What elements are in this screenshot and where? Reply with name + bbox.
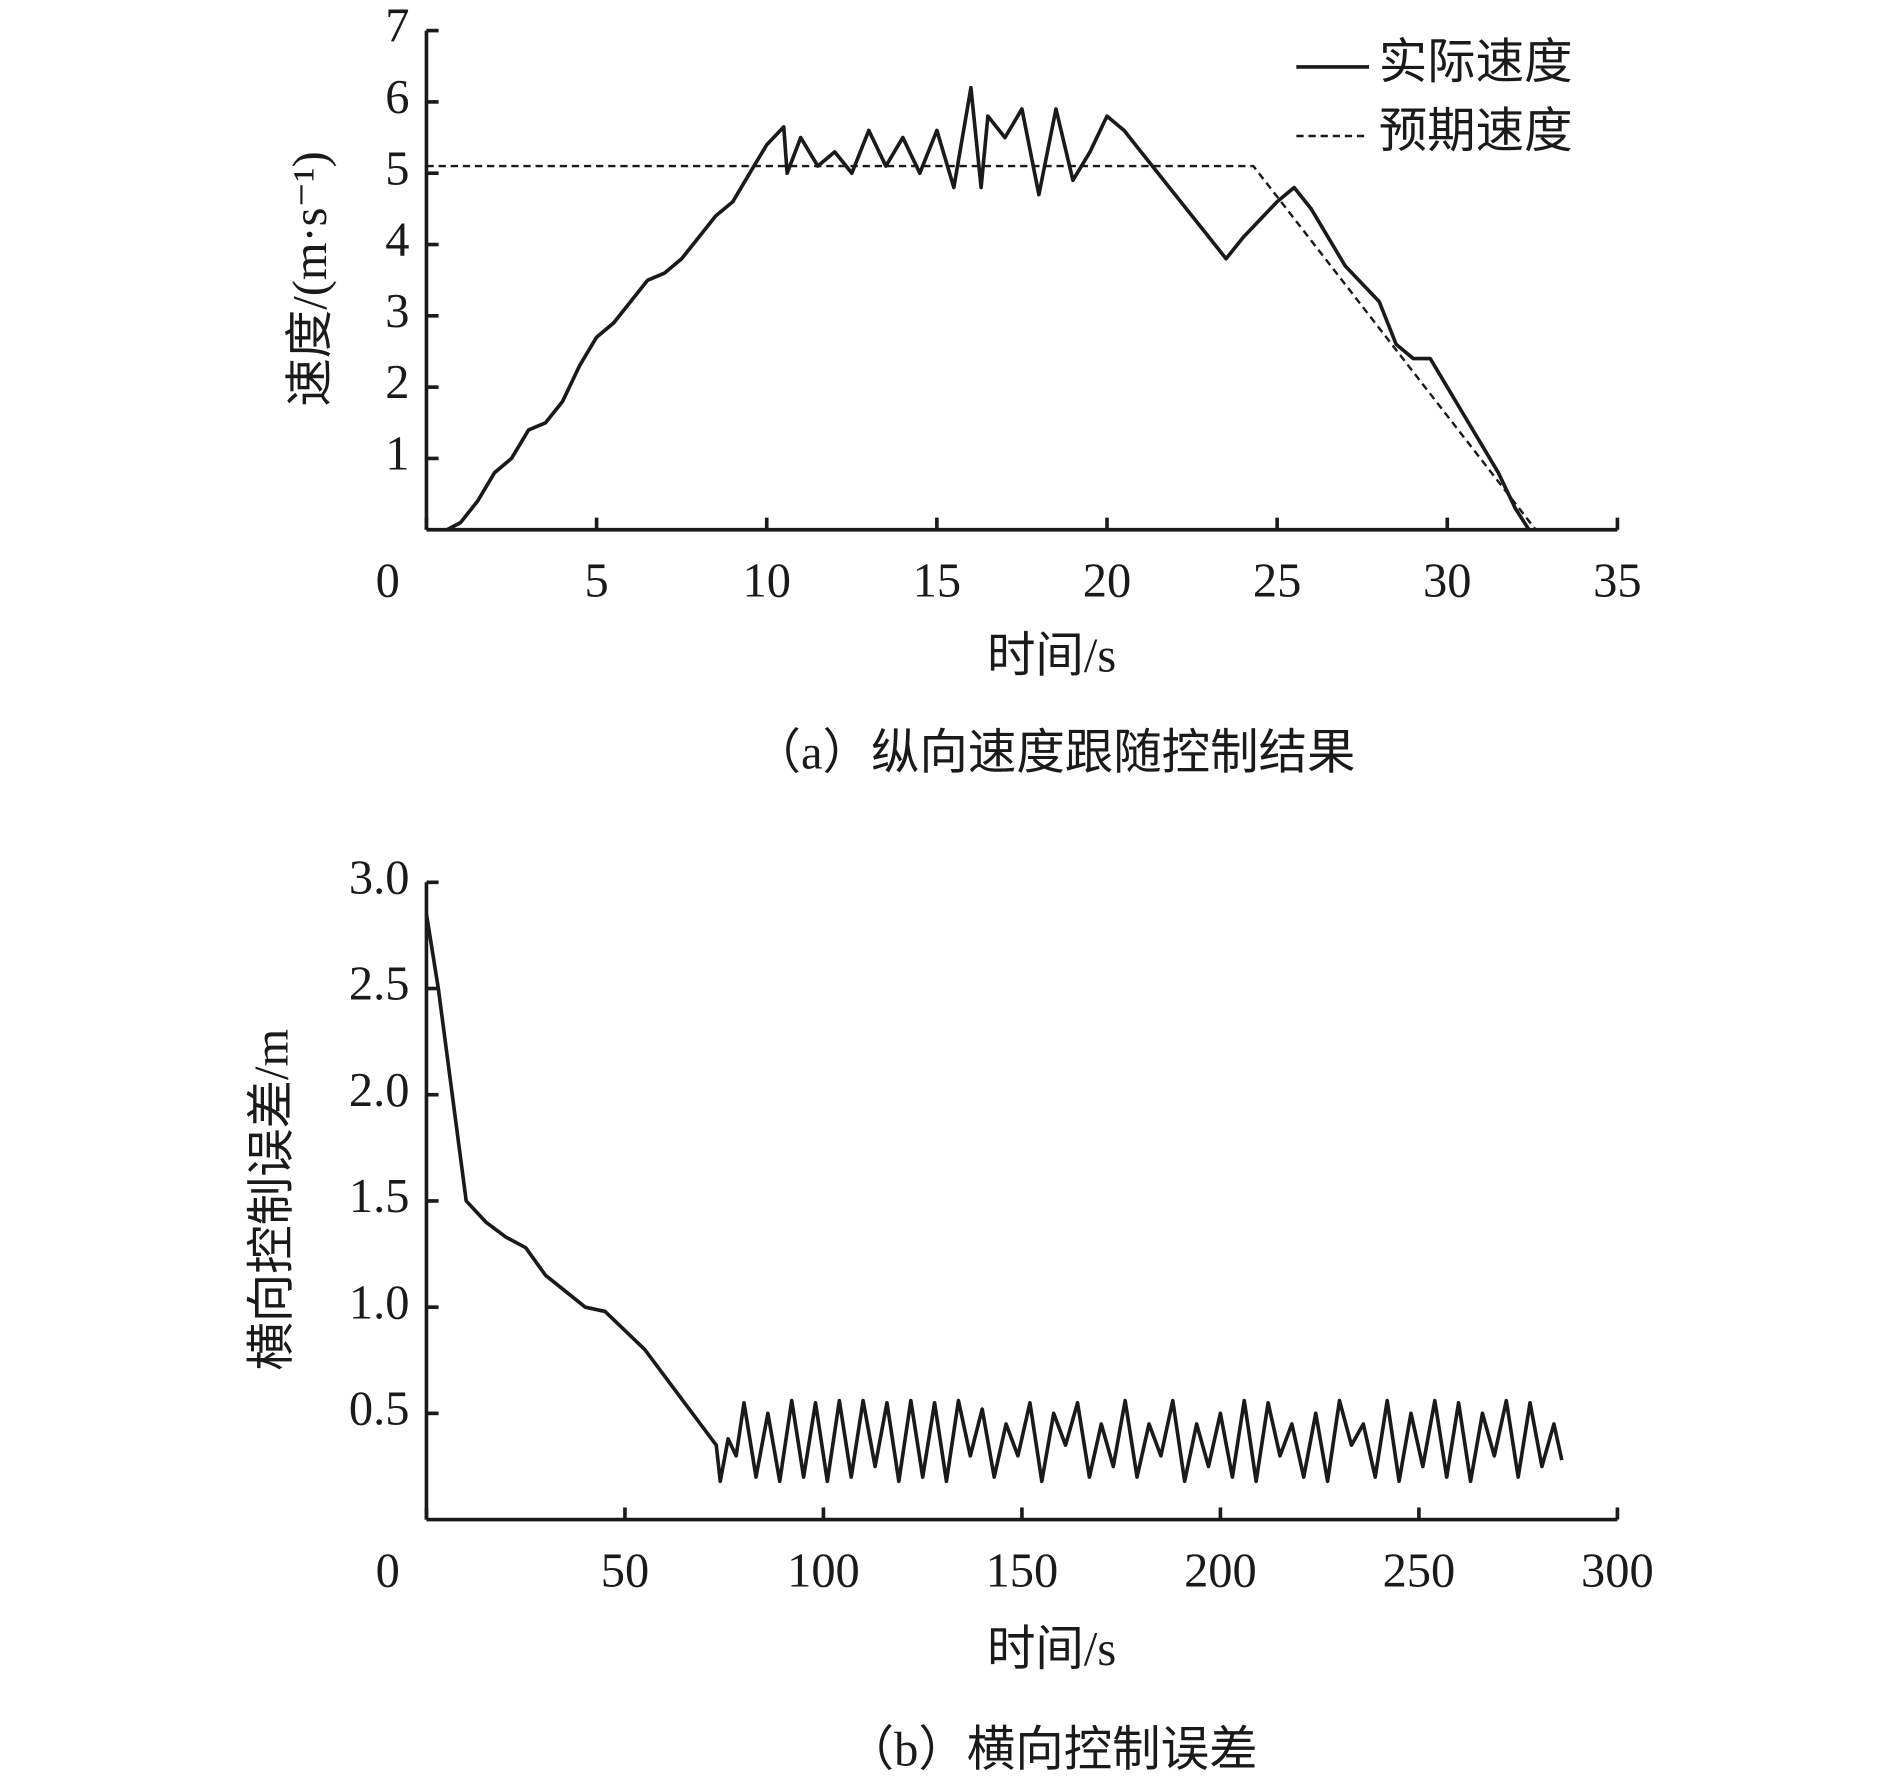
y-tick-label: 2: [385, 356, 409, 409]
y-tick-label: 0.5: [349, 1382, 410, 1435]
x-tick-label: 15: [913, 555, 961, 608]
caption: （b）横向控制误差: [846, 1724, 1258, 1777]
x-tick-label: 250: [1383, 1544, 1456, 1597]
x-tick-label: 25: [1253, 555, 1301, 608]
y-tick-label: 2.0: [349, 1064, 410, 1117]
series-line: [446, 85, 1531, 532]
x-tick-label: 200: [1184, 1544, 1257, 1597]
x-tick-label: 50: [601, 1544, 649, 1597]
x-tick-label: 100: [787, 1544, 860, 1597]
series-line: [424, 913, 1564, 1484]
y-tick-label: 6: [385, 71, 409, 124]
x-tick-label: 30: [1423, 555, 1471, 608]
x-tick-label: 0: [376, 1544, 400, 1597]
legend-label: 预期速度: [1379, 105, 1573, 158]
x-tick-label: 5: [584, 555, 608, 608]
caption: （a）纵向速度跟随控制结果: [753, 727, 1356, 780]
x-axis-label: 时间/s: [987, 1623, 1116, 1676]
y-axis-label: 速度/(m·s⁻¹): [284, 151, 337, 406]
series-line: [426, 164, 1537, 531]
legend-label: 实际速度: [1379, 36, 1573, 89]
x-tick-label: 300: [1581, 1544, 1654, 1597]
x-axis-label: 时间/s: [987, 630, 1116, 683]
x-tick-label: 20: [1083, 555, 1131, 608]
y-tick-label: 1.0: [349, 1276, 410, 1329]
y-axis-label: 横向控制误差/m: [245, 1029, 298, 1371]
y-tick-label: 3: [385, 285, 409, 338]
y-tick-label: 1.5: [349, 1170, 410, 1223]
x-tick-label: 35: [1593, 555, 1641, 608]
y-tick-label: 4: [385, 214, 409, 267]
y-tick-label: 1: [385, 428, 409, 481]
y-tick-label: 5: [385, 142, 409, 195]
x-tick-label: 150: [986, 1544, 1059, 1597]
y-tick-label: 3.0: [349, 851, 410, 904]
x-tick-label: 0: [376, 555, 400, 608]
x-tick-label: 10: [743, 555, 791, 608]
y-tick-label: 7: [385, 0, 409, 53]
y-tick-label: 2.5: [349, 958, 410, 1011]
